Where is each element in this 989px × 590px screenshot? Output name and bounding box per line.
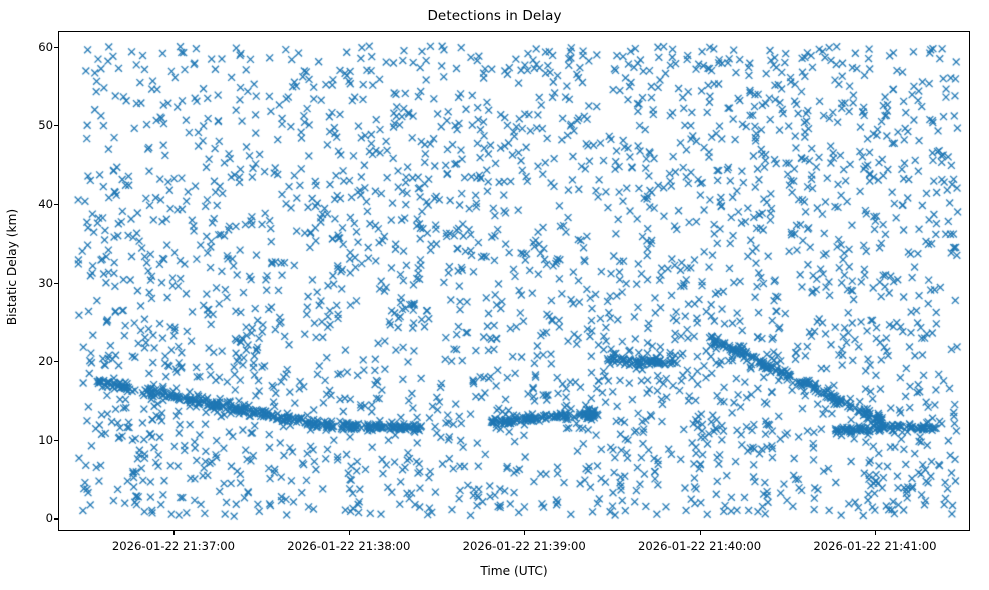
y-tick-label: 10 bbox=[38, 432, 53, 447]
y-tick-label: 40 bbox=[38, 196, 53, 211]
x-tick-mark bbox=[699, 531, 701, 535]
y-tick-label: 0 bbox=[45, 511, 53, 526]
plot-area bbox=[58, 31, 970, 531]
page-title: Detections in Delay bbox=[427, 8, 562, 24]
y-axis-label: Bistatic Delay (km) bbox=[5, 208, 19, 326]
x-axis-label: Time (UTC) bbox=[480, 564, 548, 578]
y-tick-label: 50 bbox=[38, 118, 53, 133]
x-tick-mark bbox=[348, 531, 350, 535]
x-tick-label: 2026-01-22 21:40:00 bbox=[638, 539, 762, 553]
y-tick-label: 60 bbox=[38, 39, 53, 54]
y-tick-label: 30 bbox=[38, 275, 53, 290]
x-tick-mark bbox=[524, 531, 526, 535]
scatter-plot-canvas bbox=[59, 32, 969, 530]
x-tick-label: 2026-01-22 21:37:00 bbox=[111, 539, 236, 553]
x-tick-mark bbox=[875, 531, 877, 535]
x-tick-mark bbox=[173, 531, 175, 535]
x-tick-label: 2026-01-22 21:41:00 bbox=[813, 539, 937, 553]
y-tick-label: 20 bbox=[38, 354, 53, 369]
x-tick-label: 2026-01-22 21:38:00 bbox=[287, 539, 411, 553]
x-tick-label: 2026-01-22 21:39:00 bbox=[462, 539, 586, 553]
